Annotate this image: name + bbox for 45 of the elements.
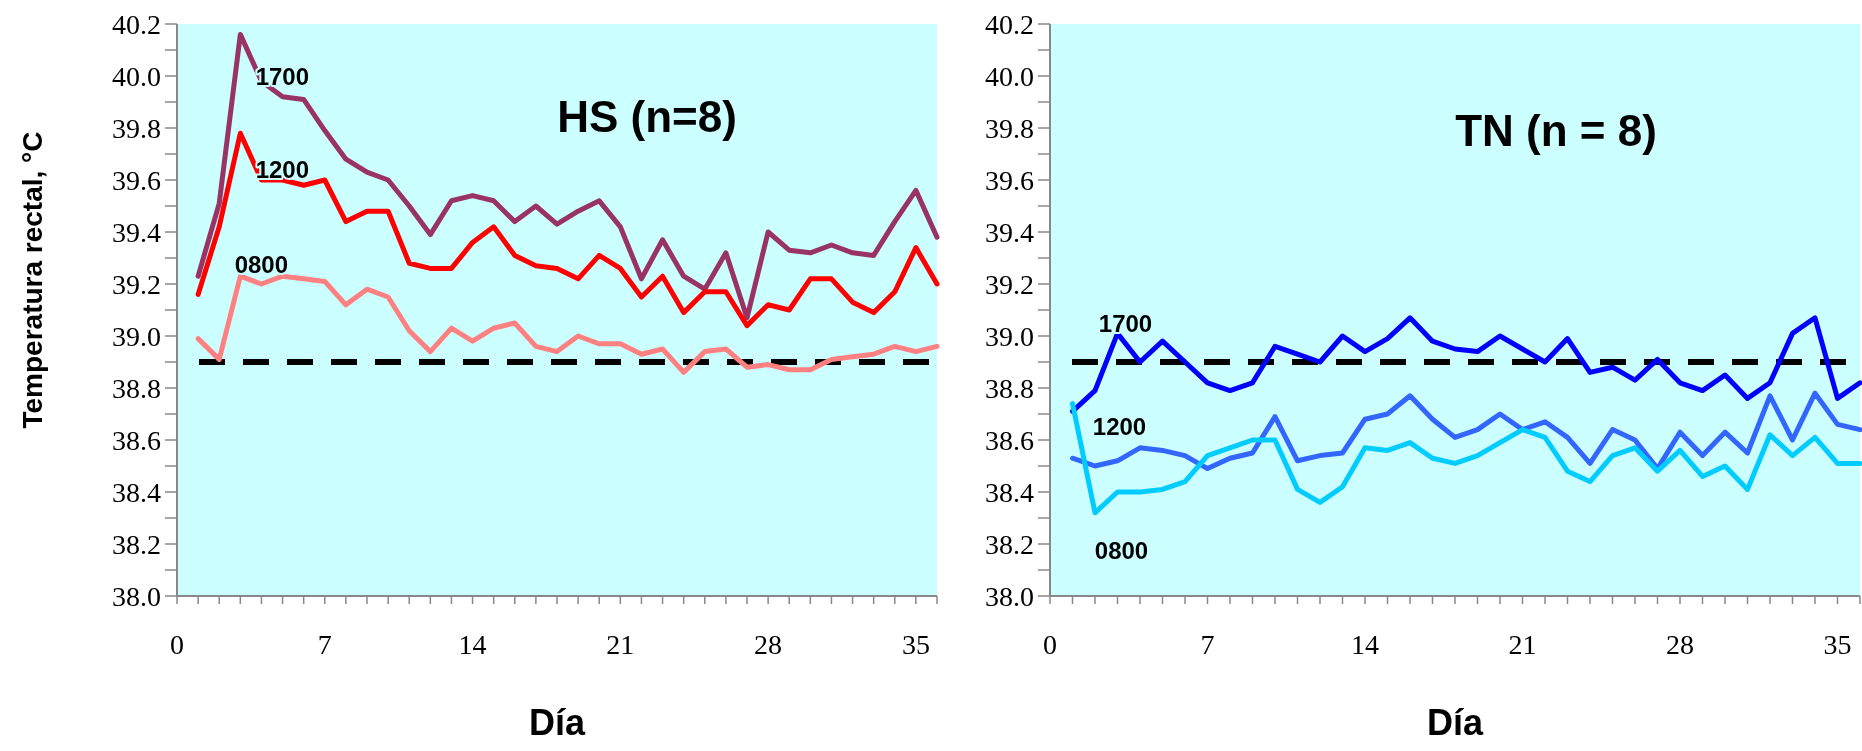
y-tick-label: 39.8: [985, 112, 1034, 144]
y-tick-label: 39.2: [112, 268, 161, 300]
series-label: 0800: [234, 250, 289, 278]
x-tick-label: 21: [606, 628, 635, 660]
y-tick-label: 40.0: [985, 60, 1034, 92]
text: HS (n=8): [557, 91, 737, 141]
y-tick-label: 38.2: [112, 528, 161, 560]
y-tick-label: 39.4: [985, 216, 1034, 248]
y-tick-label: 39.6: [985, 164, 1034, 196]
y-tick-label: 40.2: [985, 8, 1034, 40]
x-tick-label: 35: [1823, 628, 1852, 660]
series-label: 0800: [1094, 536, 1149, 564]
y-tick-label: 38.4: [112, 476, 161, 508]
y-tick-label: 39.6: [112, 164, 161, 196]
x-tick-label: 21: [1508, 628, 1537, 660]
y-axis-title: Temperatura rectal, °C: [16, 131, 48, 429]
y-tick-label: 39.2: [985, 268, 1034, 300]
series-label: 1200: [1092, 413, 1147, 441]
y-tick-label: 39.0: [112, 320, 161, 352]
y-tick-label: 39.8: [112, 112, 161, 144]
x-tick-label: 7: [1200, 628, 1215, 660]
x-tick-label: 0: [170, 628, 184, 660]
y-tick-label: 38.2: [985, 528, 1034, 560]
x-axis-title: Día: [1426, 701, 1484, 743]
x-tick-label: 14: [1351, 628, 1379, 660]
x-tick-label: 7: [317, 628, 332, 660]
y-tick-label: 38.4: [985, 476, 1034, 508]
x-tick-label: 14: [458, 628, 487, 660]
y-tick-label: 38.0: [112, 580, 161, 612]
y-tick-label: 38.8: [985, 372, 1034, 404]
series-label: 1700: [1098, 309, 1153, 337]
x-tick-label: 35: [901, 628, 930, 660]
x-tick-label: 28: [1666, 628, 1694, 660]
y-tick-label: 39.0: [985, 320, 1034, 352]
y-tick-label: 40.0: [112, 60, 161, 92]
y-tick-label: 38.6: [985, 424, 1034, 456]
y-tick-label: 38.8: [112, 372, 161, 404]
y-tick-label: 38.6: [112, 424, 161, 456]
x-tick-label: 28: [754, 628, 783, 660]
x-axis-title: Día: [528, 701, 586, 743]
text: TN (n = 8): [1455, 105, 1657, 155]
y-tick-label: 39.4: [112, 216, 161, 248]
x-tick-label: 0: [1043, 628, 1057, 660]
y-tick-label: 40.2: [112, 8, 161, 40]
y-tick-label: 38.0: [985, 580, 1034, 612]
